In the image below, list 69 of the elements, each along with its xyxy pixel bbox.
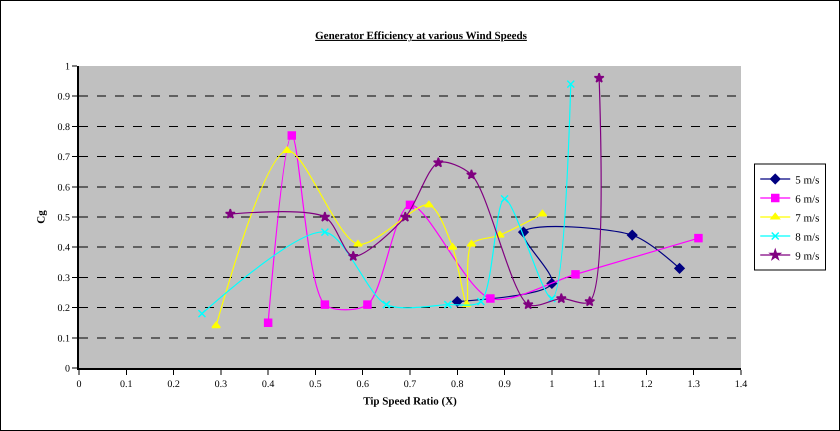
x-tick-label: 0.1 (120, 379, 133, 390)
y-tick-label: 0.6 (58, 182, 70, 194)
point (594, 72, 605, 83)
point (198, 309, 206, 318)
point (548, 294, 556, 303)
x-tick-label: 0.2 (167, 379, 180, 390)
x-tick-label: 0.9 (498, 379, 511, 390)
x-tick-label: 0.4 (262, 379, 274, 390)
point (444, 300, 452, 309)
y-tick-label: 0.9 (58, 92, 70, 103)
point (694, 234, 703, 242)
chart-title: Generator Efficiency at various Wind Speeds (315, 30, 528, 42)
point (382, 300, 391, 309)
y-axis-title: Cg (36, 210, 48, 224)
y-tick-label: 0.5 (58, 212, 70, 224)
point (400, 211, 411, 222)
x-tick-label: 0 (76, 379, 82, 390)
point (476, 297, 486, 306)
legend-label: 9 m/s (795, 250, 820, 262)
point (348, 250, 359, 261)
point (448, 242, 458, 250)
y-tick-label: 0.4 (58, 242, 70, 254)
legend-label: 5 m/s (795, 174, 820, 186)
point (571, 270, 580, 279)
y-tick-label: 1 (65, 62, 70, 72)
point (522, 298, 534, 310)
x-tick-label: 0.3 (214, 379, 228, 390)
point (288, 131, 296, 140)
y-tick-label: 0.2 (58, 303, 70, 314)
y-tick-label: 0 (65, 364, 70, 374)
x-tick-label: 0.5 (309, 379, 322, 390)
point (320, 300, 330, 309)
x-tick-label: 1 (549, 379, 554, 390)
point (674, 263, 685, 274)
x-tick-label: 0.8 (451, 379, 464, 390)
point (282, 146, 292, 154)
legend-label: 7 m/s (795, 212, 820, 224)
x-axis-title: Tip Speed Ratio (X) (363, 396, 458, 408)
point (224, 208, 236, 219)
x-tick-label: 0.7 (404, 379, 416, 390)
point (486, 294, 495, 303)
point (319, 211, 330, 222)
x-tick-label: 1.1 (592, 379, 606, 390)
point (353, 240, 363, 247)
point (500, 194, 509, 204)
point (424, 200, 434, 208)
point (626, 230, 638, 240)
y-tick-label: 0.3 (58, 272, 70, 284)
point (584, 296, 596, 306)
point (452, 296, 463, 307)
x-tick-label: 1.2 (640, 379, 653, 390)
point (538, 210, 548, 216)
x-tick-label: 1.4 (734, 379, 748, 390)
x-tick-label: 0.6 (356, 379, 369, 390)
point (363, 300, 372, 309)
point (466, 169, 477, 180)
y-tick-label: 0.7 (58, 152, 70, 164)
point (211, 321, 221, 328)
y-tick-label: 0.1 (58, 333, 70, 344)
point (264, 318, 272, 327)
point (466, 240, 476, 247)
x-tick-label: 1.3 (687, 379, 700, 390)
legend-label: 8 m/s (795, 231, 820, 244)
point (556, 292, 567, 304)
point (320, 228, 330, 236)
y-tick-label: 0.8 (58, 122, 70, 133)
point (566, 80, 576, 88)
legend-label: 6 m/s (795, 193, 820, 206)
point (432, 156, 444, 168)
